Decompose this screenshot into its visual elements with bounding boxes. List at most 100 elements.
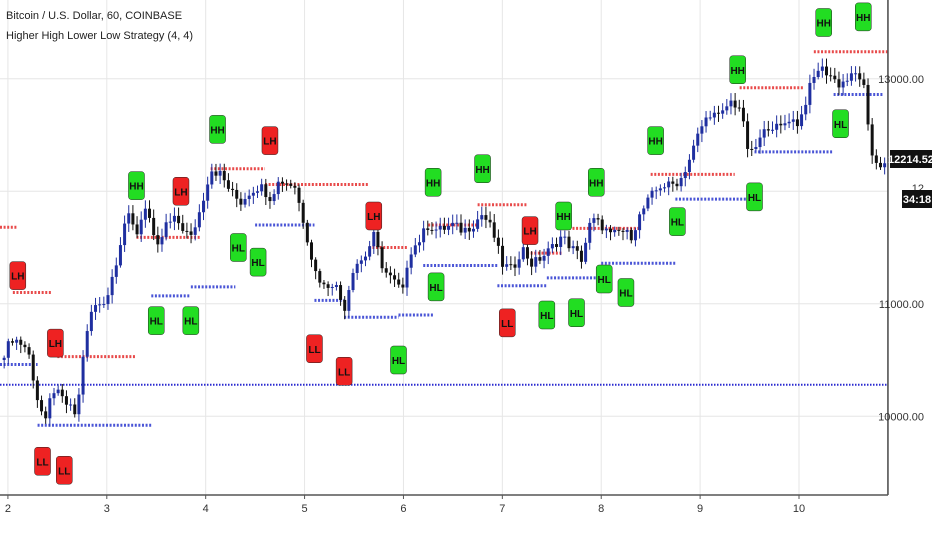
candle-body (766, 129, 770, 131)
candle-body (2, 357, 6, 360)
candle-body (725, 106, 729, 111)
candle-body (426, 228, 430, 230)
candle-body (708, 117, 712, 119)
pivot-label-badge (390, 345, 407, 375)
candle-body (256, 191, 260, 193)
candle-body (297, 187, 301, 203)
candle-body (463, 227, 467, 233)
candle-body (85, 331, 89, 357)
last-price-tag-background (890, 150, 932, 168)
pivot-label-badge (832, 109, 849, 138)
candle-body (206, 184, 210, 201)
pivot-label-badge (261, 126, 279, 155)
candle-body (625, 230, 629, 232)
candle-body (613, 229, 617, 233)
last-price-value: 12214.52 (888, 154, 932, 166)
candle-body (617, 229, 621, 231)
candle-body (293, 185, 297, 188)
time-tick-label: 2 (5, 503, 11, 515)
candle-body (15, 339, 19, 343)
candle-body (393, 275, 397, 280)
candle-body (650, 190, 654, 198)
candle-body (663, 187, 667, 189)
candle-body (538, 257, 542, 261)
candle-body (305, 222, 309, 243)
candle-body (459, 222, 463, 233)
pivot-label-text: HL (619, 289, 632, 300)
candle-body (820, 66, 824, 71)
candle-body (451, 222, 455, 226)
candle-body (148, 208, 152, 218)
pivot-label-badge (538, 300, 556, 330)
candle-body (791, 119, 795, 122)
candle-body (152, 217, 156, 236)
pivot-label-badge (729, 55, 746, 84)
candle-body (800, 114, 804, 127)
candle-body (696, 133, 700, 146)
candle-body (658, 188, 662, 191)
candle-body (741, 107, 745, 122)
candle-body (704, 117, 708, 127)
time-tick-label: 3 (104, 503, 110, 515)
candle-body (123, 223, 127, 246)
indicator-title[interactable]: Higher High Lower Low Strategy (4, 4) (6, 30, 193, 42)
pivot-label-text: HL (748, 193, 761, 204)
pivot-label-text: LH (263, 137, 276, 148)
candle-body (758, 137, 762, 148)
price-tick-label: 10000.00 (878, 411, 924, 423)
symbol-title[interactable]: Bitcoin / U.S. Dollar, 60, COINBASE (6, 10, 182, 22)
pivot-label-text: HH (556, 212, 570, 223)
candle-body (712, 112, 716, 118)
candle-body (268, 197, 272, 202)
pivot-label-badge (172, 177, 190, 206)
candle-body (729, 100, 733, 107)
pivot-label-badge (588, 168, 605, 197)
candle-body (455, 222, 459, 224)
candle-body (60, 389, 64, 397)
pivot-label-badge (365, 201, 383, 231)
candle-body (816, 70, 820, 78)
candle-body (654, 190, 658, 192)
candle-body (550, 244, 554, 249)
time-axis-labels[interactable]: 2 3 4 5 6 7 8 9 10 (5, 495, 805, 515)
candle-body (874, 155, 878, 163)
candle-body (667, 181, 671, 188)
candle-body (168, 221, 172, 223)
candle-body (829, 75, 833, 77)
candle-body (795, 119, 799, 127)
candle-body (343, 299, 347, 311)
candle-body (534, 257, 538, 267)
candle-body (330, 286, 334, 288)
candle-body (476, 219, 480, 229)
candle-body (700, 126, 704, 134)
candle-body (588, 222, 592, 243)
pivot-label-text: LH (174, 187, 187, 198)
price-axis-panel[interactable] (888, 0, 932, 550)
candle-body (530, 258, 534, 267)
candle-body (376, 231, 380, 248)
candle-body (388, 272, 392, 276)
chart-legend[interactable]: Bitcoin / U.S. Dollar, 60, COINBASE High… (6, 10, 193, 42)
pivot-label-badge (474, 154, 491, 183)
candle-body (69, 404, 73, 406)
candle-body (127, 213, 131, 224)
candle-body (480, 215, 484, 220)
candle-body (521, 247, 525, 260)
pivot-label-badge (182, 306, 200, 335)
candle-body (638, 214, 642, 231)
time-tick-label: 9 (697, 503, 703, 515)
candle-body (604, 228, 608, 231)
candle-body (438, 225, 442, 230)
pivot-label-text: HH (589, 178, 603, 189)
candle-body (609, 228, 613, 233)
candle-body (44, 411, 48, 419)
candle-body (679, 178, 683, 187)
candle-body (235, 189, 239, 199)
candle-body (368, 246, 372, 257)
candle-body (181, 223, 185, 231)
candle-body (339, 285, 343, 300)
pivot-label-badge (647, 126, 664, 155)
pivot-label-text: HL (232, 244, 245, 255)
candle-body (496, 237, 500, 246)
